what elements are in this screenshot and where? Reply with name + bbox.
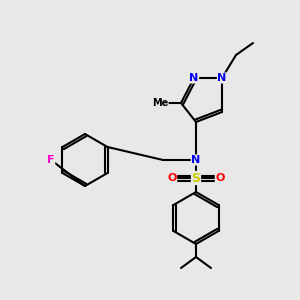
Text: N: N	[191, 155, 201, 165]
Text: S: S	[191, 172, 200, 184]
Text: F: F	[47, 155, 55, 165]
Text: O: O	[167, 173, 177, 183]
Text: N: N	[218, 73, 226, 83]
Text: O: O	[215, 173, 225, 183]
Text: N: N	[189, 73, 199, 83]
Text: Me: Me	[152, 98, 168, 108]
